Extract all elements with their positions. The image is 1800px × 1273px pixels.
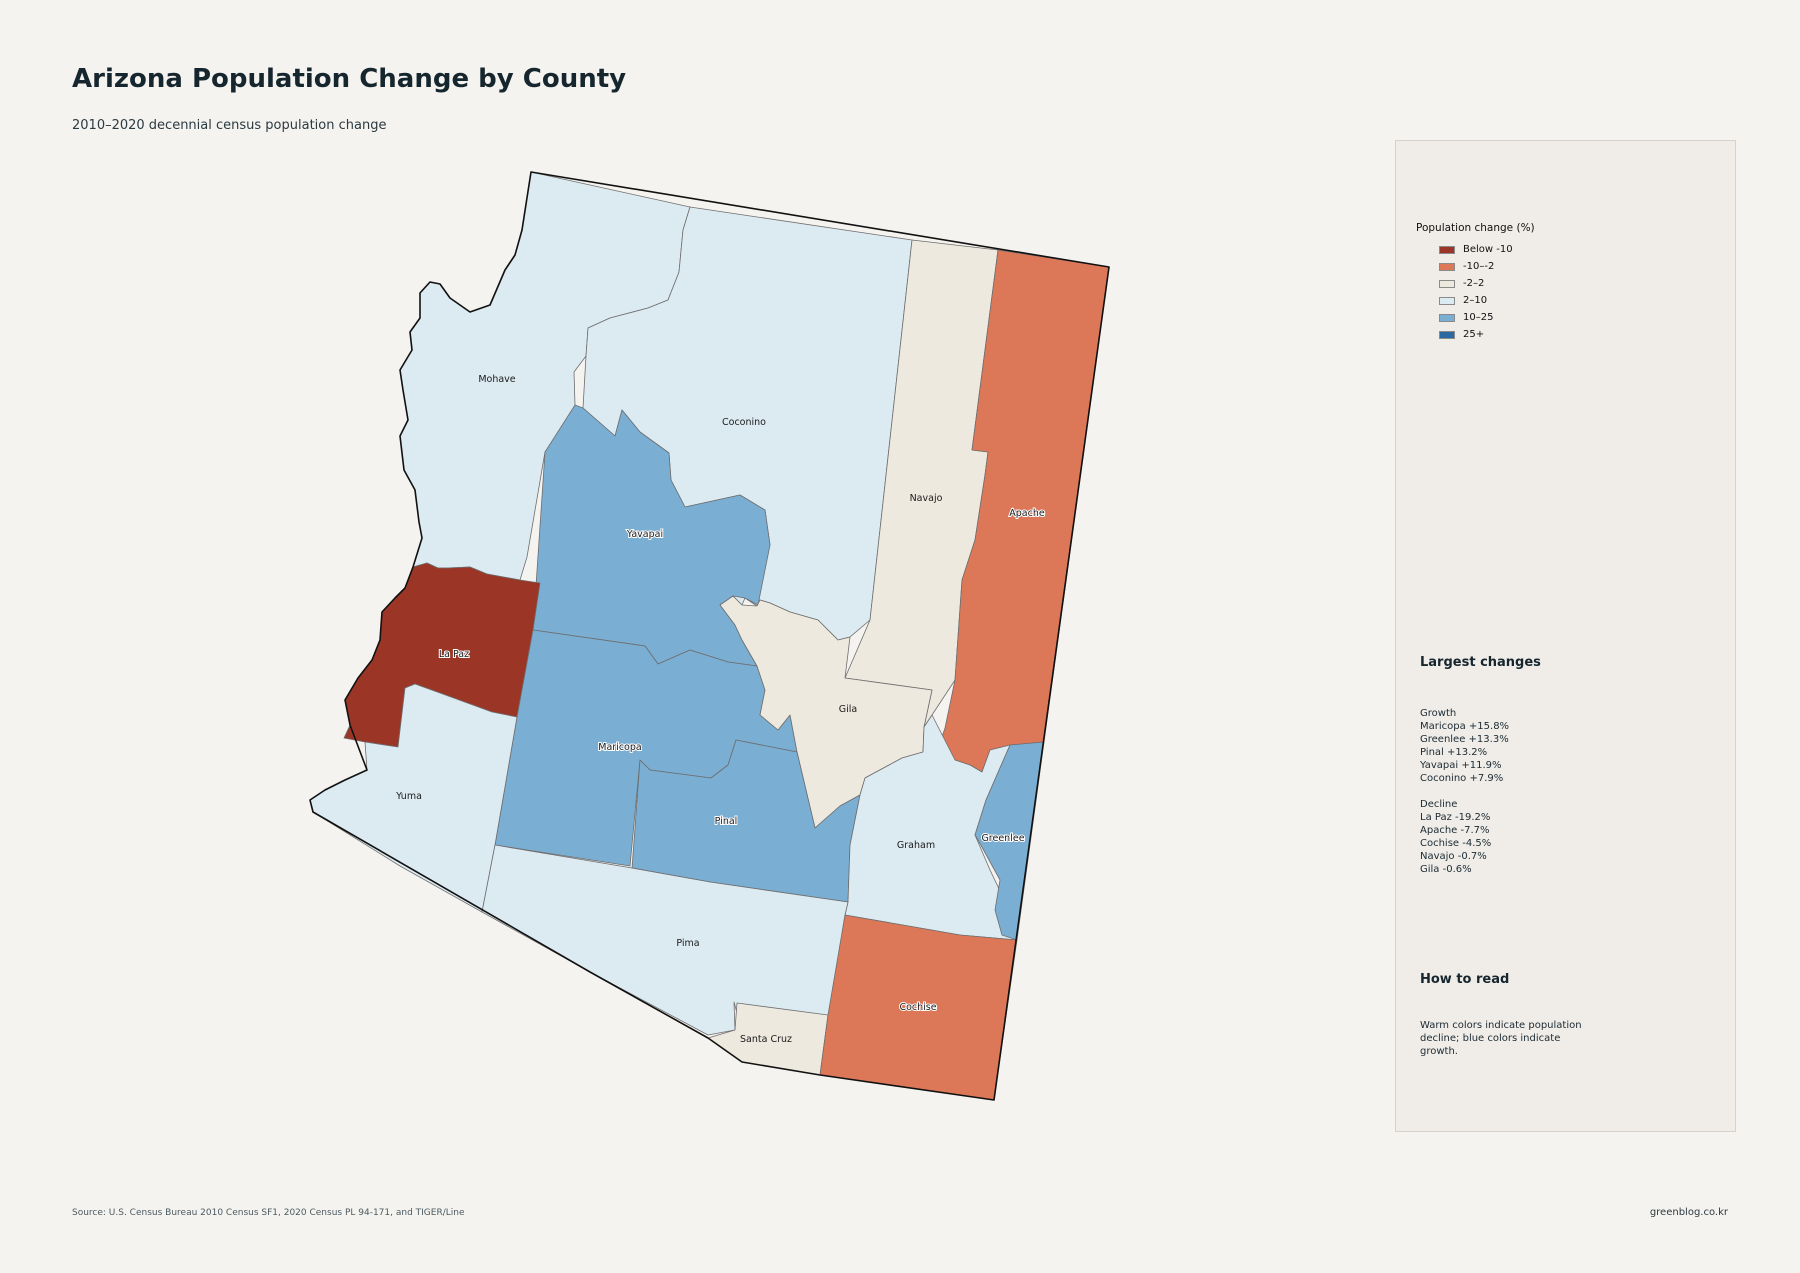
county-label-yuma: Yuma — [395, 791, 422, 802]
decline-item: La Paz -19.2% — [1420, 812, 1491, 823]
decline-item: Apache -7.7% — [1420, 825, 1490, 836]
county-label-graham: Graham — [897, 840, 935, 851]
how-to-read-heading: How to read — [1420, 972, 1510, 987]
legend-item: -2–2 — [1439, 275, 1513, 292]
legend-item: Below -10 — [1439, 241, 1513, 258]
credit-link[interactable]: greenblog.co.kr — [1649, 1207, 1728, 1218]
decline-item: Cochise -4.5% — [1420, 838, 1492, 849]
county-label-cochise: Cochise — [899, 1002, 936, 1013]
legend-label: 2–10 — [1463, 295, 1488, 306]
county-label-pinal: Pinal — [715, 816, 738, 827]
county-label-la-paz: La Paz — [439, 649, 469, 660]
map-title: Arizona Population Change by County — [72, 64, 627, 94]
largest-changes-heading: Largest changes — [1420, 655, 1541, 670]
decline-item: Gila -0.6% — [1420, 864, 1472, 875]
decline-item: Navajo -0.7% — [1420, 851, 1487, 862]
legend-item: -10–-2 — [1439, 258, 1513, 275]
growth-label: Growth — [1420, 708, 1457, 719]
legend-swatch — [1439, 245, 1455, 254]
county-label-maricopa: Maricopa — [598, 742, 641, 753]
county-label-yavapai: Yavapai — [626, 529, 663, 540]
county-label-coconino: Coconino — [722, 417, 766, 428]
legend-label: -10–-2 — [1463, 261, 1495, 272]
county-label-santa-cruz: Santa Cruz — [740, 1034, 792, 1045]
decline-label: Decline — [1420, 799, 1458, 810]
county-label-mohave: Mohave — [478, 374, 515, 385]
growth-item: Pinal +13.2% — [1420, 747, 1488, 758]
county-label-pima: Pima — [676, 938, 699, 949]
legend-swatch — [1439, 296, 1455, 305]
county-label-apache: Apache — [1009, 508, 1045, 519]
legend-label: 10–25 — [1463, 312, 1494, 323]
legend: Below -10 -10–-2 -2–2 2–10 10–25 25+ — [1439, 241, 1513, 343]
legend-title: Population change (%) — [1416, 222, 1535, 234]
legend-item: 10–25 — [1439, 309, 1513, 326]
county-label-gila: Gila — [839, 704, 857, 715]
legend-swatch — [1439, 279, 1455, 288]
legend-swatch — [1439, 262, 1455, 271]
county-label-navajo: Navajo — [910, 493, 943, 504]
how-to-read-text: Warm colors indicate population decline;… — [1420, 1020, 1582, 1057]
growth-item: Maricopa +15.8% — [1420, 721, 1510, 732]
legend-label: -2–2 — [1463, 278, 1485, 289]
growth-item: Coconino +7.9% — [1420, 773, 1504, 784]
legend-item: 25+ — [1439, 326, 1513, 343]
side-panel: Population change (%) Below -10 -10–-2 -… — [1395, 140, 1736, 1132]
legend-item: 2–10 — [1439, 292, 1513, 309]
map-subtitle: 2010–2020 decennial census population ch… — [72, 118, 387, 133]
state-outline — [309, 171, 1110, 1101]
legend-swatch — [1439, 330, 1455, 339]
county-label-greenlee: Greenlee — [981, 833, 1024, 844]
growth-item: Greenlee +13.3% — [1420, 734, 1509, 745]
legend-label: Below -10 — [1463, 244, 1513, 255]
legend-label: 25+ — [1463, 329, 1485, 340]
source-note: Source: U.S. Census Bureau 2010 Census S… — [72, 1208, 465, 1218]
legend-swatch — [1439, 313, 1455, 322]
growth-item: Yavapai +11.9% — [1420, 760, 1502, 771]
largest-changes-list: Growth Maricopa +15.8% Greenlee +13.3% P… — [1420, 707, 1509, 876]
